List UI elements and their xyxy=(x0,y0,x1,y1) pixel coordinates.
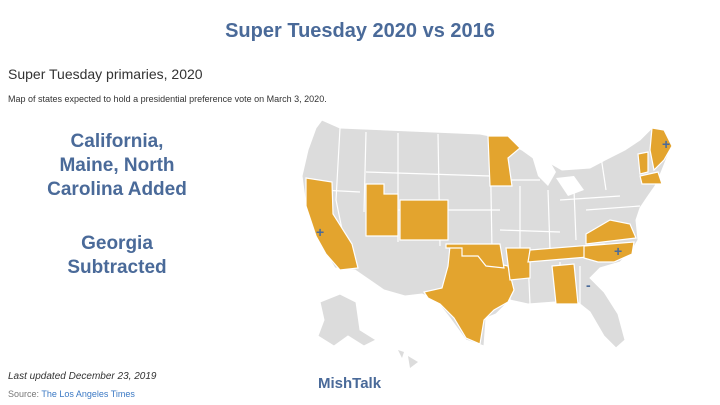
state-arkansas xyxy=(505,247,531,281)
source-link[interactable]: The Los Angeles Times xyxy=(41,389,135,399)
state-maine xyxy=(649,127,673,172)
state-vermont xyxy=(637,151,649,175)
state-california xyxy=(305,177,359,271)
last-updated: Last updated December 23, 2019 xyxy=(8,371,157,382)
primary-states xyxy=(305,127,673,345)
subtracted-callout-line: Georgia xyxy=(81,233,153,254)
map-title: Super Tuesday primaries, 2020 xyxy=(8,66,203,82)
state-oklahoma xyxy=(445,243,505,269)
added-callout-line: Maine, North xyxy=(59,155,175,176)
state-utah xyxy=(365,183,399,237)
brand-label: MishTalk xyxy=(318,375,382,392)
alaska-outline xyxy=(317,293,378,347)
state-colorado xyxy=(399,199,449,241)
state-borders xyxy=(321,127,641,305)
added-marker-california: + xyxy=(316,224,324,240)
state-north-carolina xyxy=(583,241,635,263)
added-callout-line: Carolina Added xyxy=(47,179,187,200)
great-lakes xyxy=(532,156,584,196)
added-marker-north-carolina: + xyxy=(614,243,622,259)
source-label: Source: xyxy=(8,389,42,399)
subtracted-callout-line: Subtracted xyxy=(67,257,167,278)
page-title: Super Tuesday 2020 vs 2016 xyxy=(225,20,495,42)
added-callout-line: California, xyxy=(70,131,164,152)
subtracted-marker-georgia: - xyxy=(586,277,591,293)
subtracted-callout: Georgia Subtracted xyxy=(22,232,212,280)
hawaii-outline xyxy=(398,350,418,368)
state-virginia xyxy=(585,219,637,245)
map-description: Map of states expected to hold a preside… xyxy=(8,94,327,104)
state-alabama xyxy=(551,263,579,305)
added-callout: California, Maine, North Carolina Added xyxy=(22,130,212,202)
added-marker-maine: + xyxy=(662,136,670,152)
state-massachusetts xyxy=(639,171,663,185)
state-minnesota xyxy=(487,135,521,187)
source-line: Source: The Los Angeles Times xyxy=(8,389,135,399)
